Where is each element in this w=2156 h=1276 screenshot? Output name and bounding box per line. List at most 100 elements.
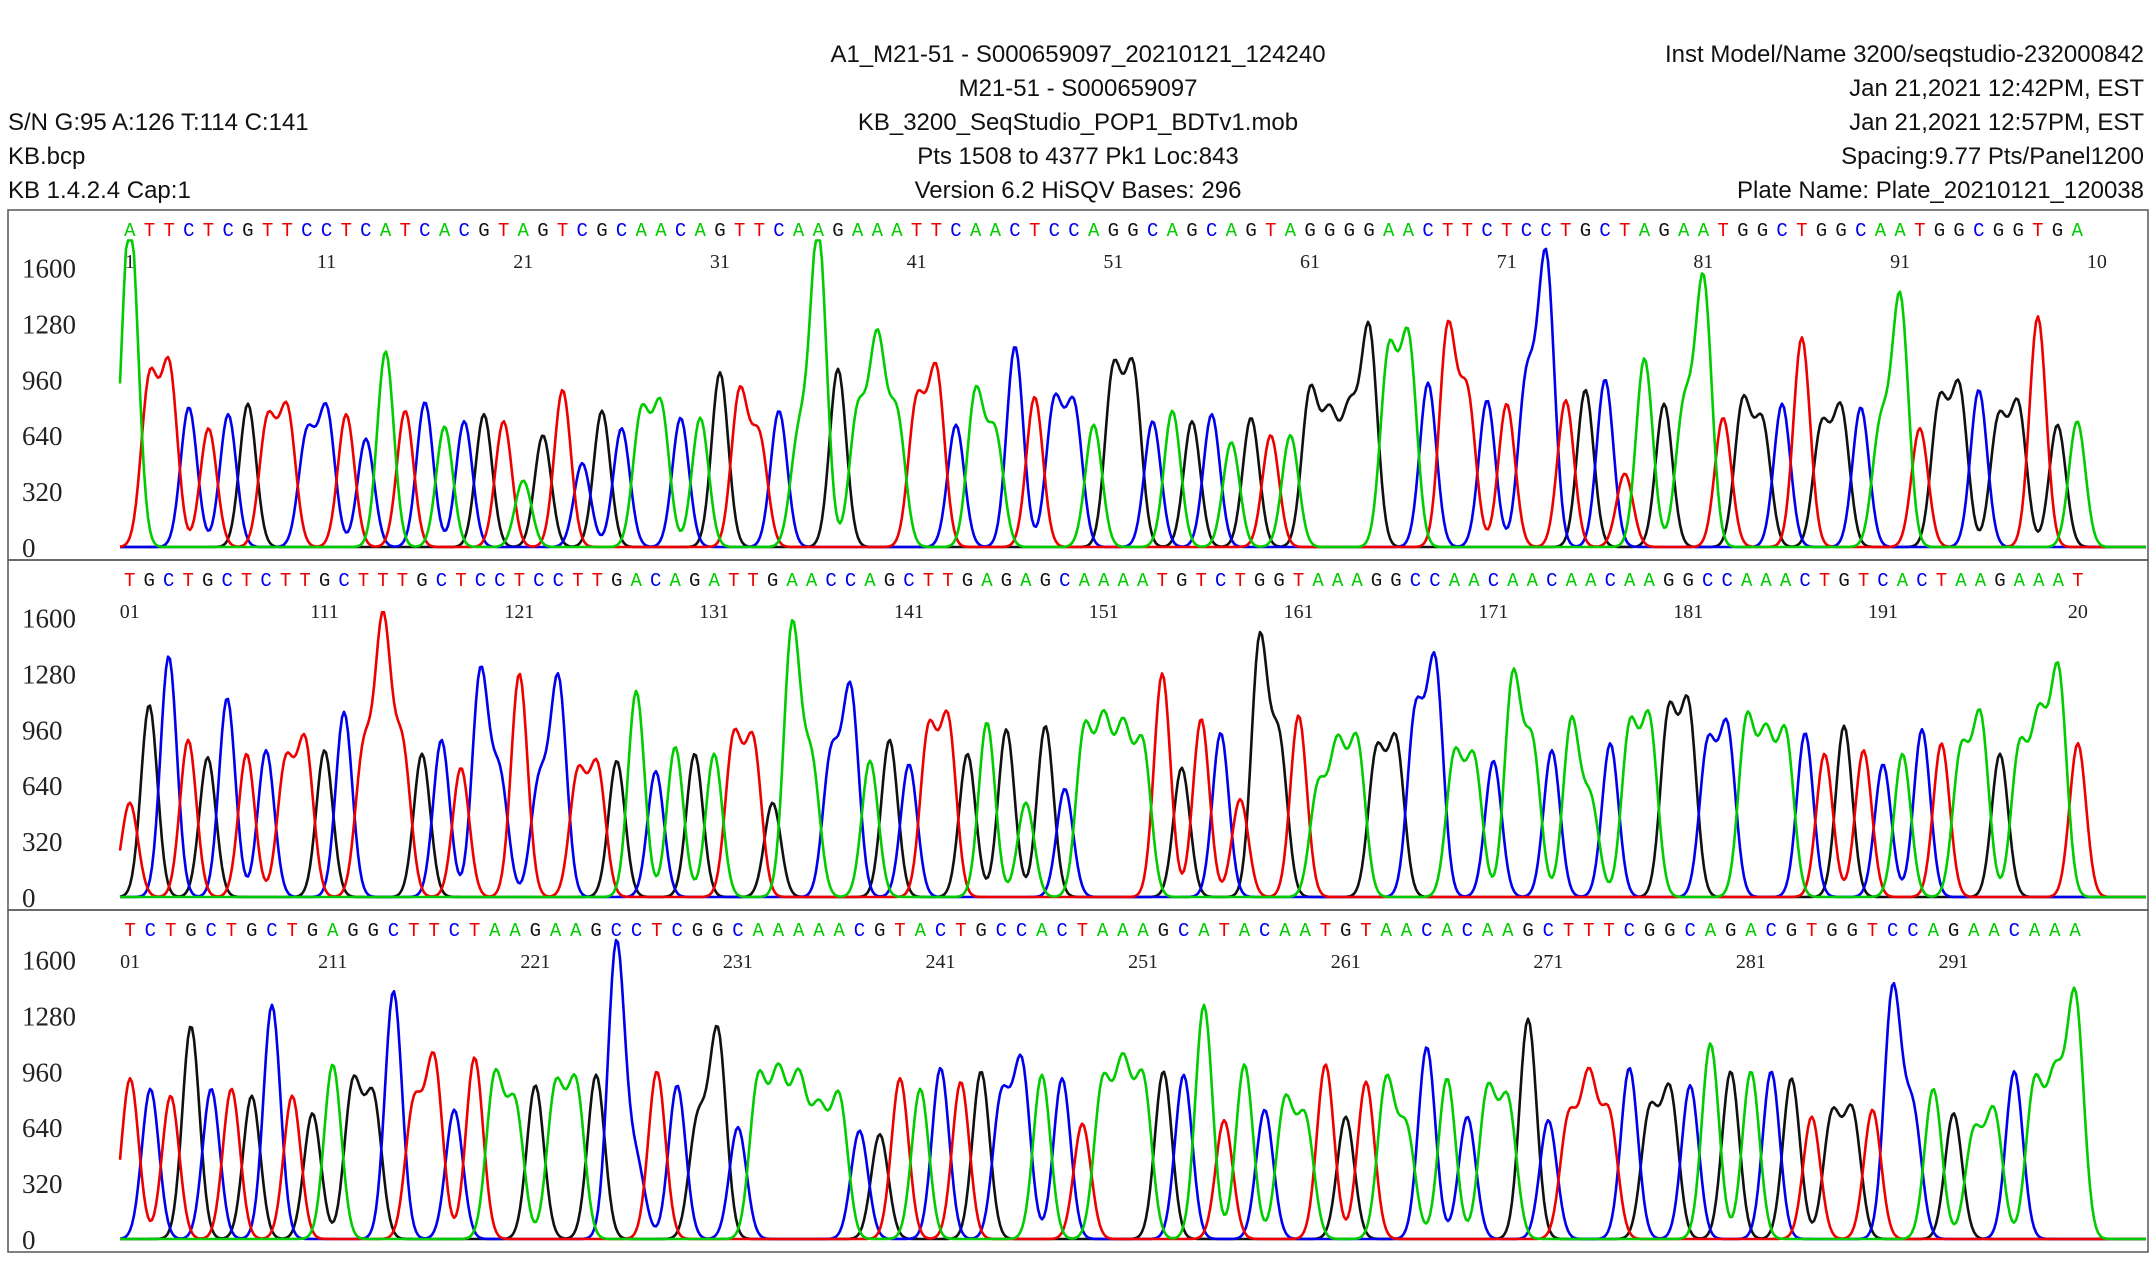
base-call-C: C <box>1016 920 1027 942</box>
base-call-A: A <box>1118 570 1130 592</box>
base-call-C: C <box>494 570 505 592</box>
base-call-A: A <box>1745 920 1757 942</box>
position-label: 231 <box>723 951 753 973</box>
base-call-C: C <box>611 920 622 942</box>
base-call-G: G <box>1390 570 1401 592</box>
base-call-C: C <box>1462 920 1473 942</box>
base-call-T: T <box>377 570 388 592</box>
base-call-A: A <box>1239 920 1251 942</box>
base-call-G: G <box>347 920 358 942</box>
base-call-A: A <box>124 220 136 242</box>
base-call-T: T <box>203 220 214 242</box>
base-call-T: T <box>1234 570 1245 592</box>
base-call-G: G <box>2012 220 2023 242</box>
base-call-T: T <box>1462 220 1473 242</box>
base-call-A: A <box>1088 220 1100 242</box>
position-label: 71 <box>1497 251 1517 273</box>
base-call-G: G <box>975 920 986 942</box>
base-call-T: T <box>1867 920 1878 942</box>
base-call-A: A <box>1760 570 1772 592</box>
y-tick-label: 1280 <box>22 309 76 339</box>
base-call-C: C <box>1973 220 1984 242</box>
base-call-A: A <box>1894 220 1906 242</box>
base-call-C: C <box>825 570 836 592</box>
base-call-G: G <box>874 920 885 942</box>
trace-A <box>120 619 2146 899</box>
position-label: 41 <box>907 251 927 273</box>
base-call-C: C <box>1049 220 1060 242</box>
base-call-T: T <box>1603 920 1614 942</box>
base-call-G: G <box>1245 220 1256 242</box>
base-call-G: G <box>1737 220 1748 242</box>
base-call-C: C <box>266 920 277 942</box>
base-call-A: A <box>1468 570 1480 592</box>
base-call-G: G <box>1838 570 1849 592</box>
base-call-G: G <box>1847 920 1858 942</box>
header-left: S/N G:95 A:126 T:114 C:141 KB.bcp KB 1.4… <box>8 106 309 208</box>
base-call-C: C <box>1887 920 1898 942</box>
base-call-A: A <box>1381 920 1393 942</box>
base-call-G: G <box>144 570 155 592</box>
base-call-A: A <box>1566 570 1578 592</box>
trace-C <box>119 938 2146 1241</box>
base-call-C: C <box>1521 220 1532 242</box>
base-call-A: A <box>1137 920 1149 942</box>
base-call-T: T <box>226 920 237 942</box>
base-call-C: C <box>475 570 486 592</box>
base-call-G: G <box>242 220 253 242</box>
base-call-C: C <box>419 220 430 242</box>
base-call-A: A <box>509 920 521 942</box>
base-call-C: C <box>1916 570 1927 592</box>
base-call-A: A <box>1312 570 1324 592</box>
base-call-T: T <box>2032 220 2043 242</box>
base-call-A: A <box>1968 920 1980 942</box>
base-call-G: G <box>1757 220 1768 242</box>
base-call-A: A <box>1300 920 1312 942</box>
base-call-T: T <box>557 220 568 242</box>
header-right: Inst Model/Name 3200/seqstudio-232000842… <box>1665 38 2144 208</box>
base-call-G: G <box>712 920 723 942</box>
base-call-A: A <box>1644 570 1656 592</box>
base-call-C: C <box>616 220 627 242</box>
base-call-A: A <box>1198 920 1210 942</box>
base-call-A: A <box>813 220 825 242</box>
base-call-G: G <box>1254 570 1265 592</box>
base-call-A: A <box>1383 220 1395 242</box>
base-call-G: G <box>1664 920 1675 942</box>
base-call-C: C <box>388 920 399 942</box>
trace-C <box>120 247 2146 549</box>
base-call-A: A <box>1226 220 1238 242</box>
trace-C <box>120 650 2146 899</box>
base-call-G: G <box>1644 920 1655 942</box>
base-call-C: C <box>1009 220 1020 242</box>
position-label: 181 <box>1673 601 1703 623</box>
position-label: 01 <box>120 951 140 973</box>
base-call-C: C <box>321 220 332 242</box>
base-call-C: C <box>1855 220 1866 242</box>
base-call-C: C <box>1421 920 1432 942</box>
base-call-A: A <box>1639 220 1651 242</box>
y-tick-label: 1600 <box>22 603 76 633</box>
base-call-G: G <box>1522 920 1533 942</box>
base-call-A: A <box>872 220 884 242</box>
position-label: 261 <box>1331 951 1361 973</box>
base-call-G: G <box>611 570 622 592</box>
base-call-G: G <box>185 920 196 942</box>
base-call-A: A <box>970 220 982 242</box>
base-call-C: C <box>1907 920 1918 942</box>
base-call-T: T <box>182 570 193 592</box>
base-call-C: C <box>338 570 349 592</box>
y-tick-label: 640 <box>22 771 63 801</box>
base-call-C: C <box>436 570 447 592</box>
trace-T <box>119 315 2146 549</box>
base-call-T: T <box>163 220 174 242</box>
position-label: 61 <box>1300 251 1320 273</box>
base-call-G: G <box>1324 220 1335 242</box>
y-tick-label: 320 <box>22 827 63 857</box>
base-call-T: T <box>1858 570 1869 592</box>
base-call-C: C <box>773 220 784 242</box>
base-call-A: A <box>1332 570 1344 592</box>
points-range-text: Pts 1508 to 4377 Pk1 Loc:843 <box>917 143 1239 170</box>
y-tick-label: 0 <box>22 1225 36 1255</box>
